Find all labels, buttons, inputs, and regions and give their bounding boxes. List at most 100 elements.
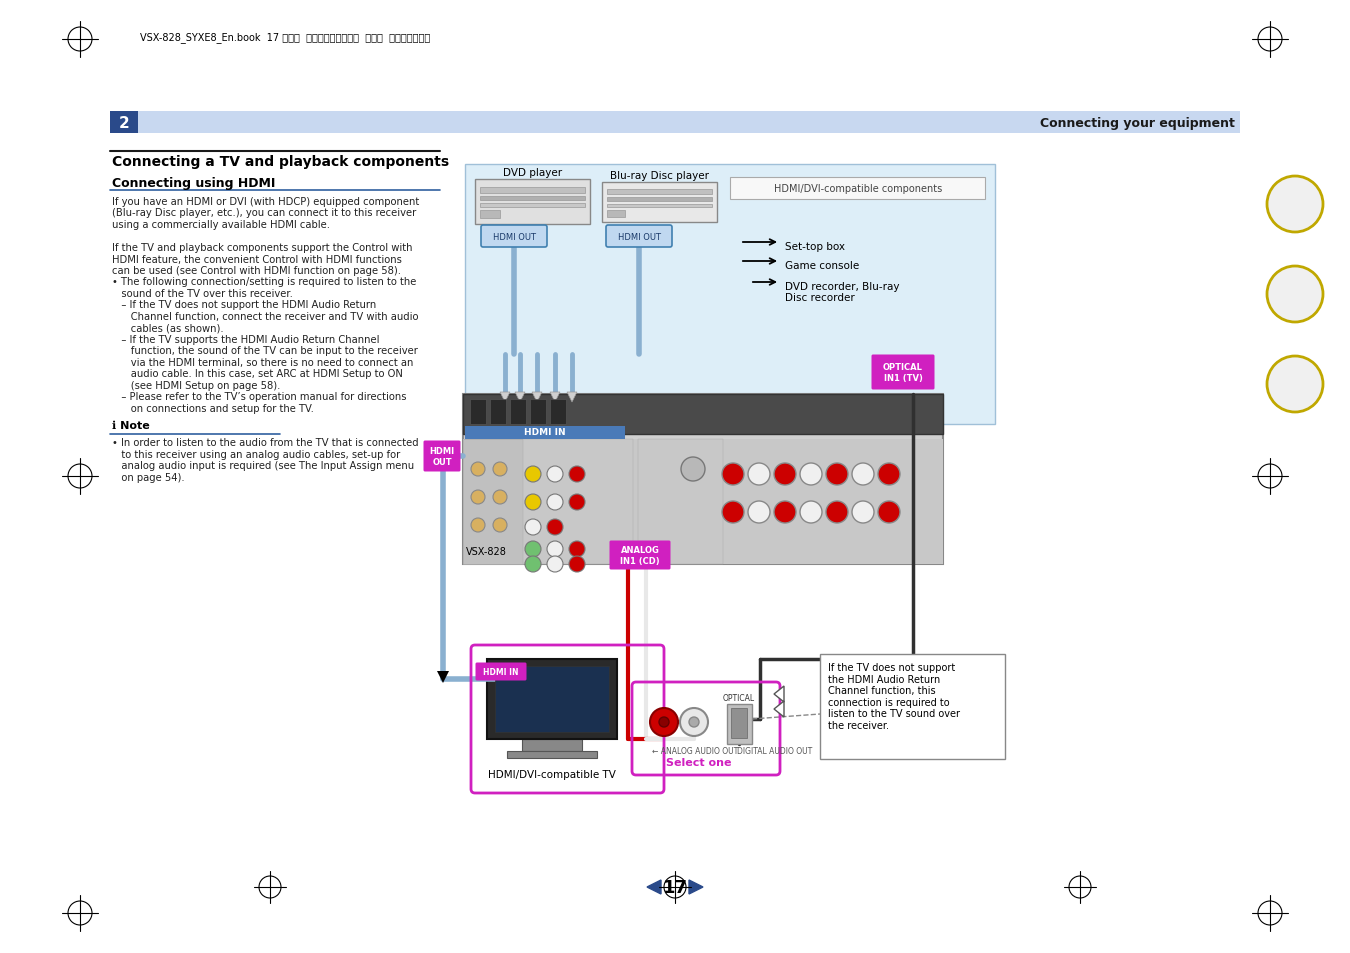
- Text: Connecting using HDMI: Connecting using HDMI: [112, 177, 275, 190]
- Text: sound of the TV over this receiver.: sound of the TV over this receiver.: [112, 289, 293, 298]
- Text: (see HDMI Setup on page 58).: (see HDMI Setup on page 58).: [112, 380, 281, 391]
- Circle shape: [801, 463, 822, 485]
- Polygon shape: [437, 671, 450, 683]
- Circle shape: [471, 518, 485, 533]
- Circle shape: [547, 467, 563, 482]
- Bar: [608, 190, 711, 194]
- Text: HDMI IN: HDMI IN: [483, 667, 518, 677]
- Polygon shape: [688, 880, 703, 894]
- Bar: [730, 708, 747, 739]
- Text: DVD player: DVD player: [504, 168, 562, 178]
- Text: – If the TV does not support the HDMI Audio Return: – If the TV does not support the HDMI Au…: [112, 300, 377, 310]
- Bar: [639, 439, 724, 564]
- Circle shape: [568, 541, 585, 558]
- Text: – Please refer to the TV’s operation manual for directions: – Please refer to the TV’s operation man…: [112, 392, 406, 402]
- Circle shape: [748, 463, 770, 485]
- Text: 2: 2: [119, 115, 130, 131]
- Polygon shape: [532, 393, 541, 402]
- Polygon shape: [774, 686, 784, 702]
- Circle shape: [722, 501, 744, 523]
- Text: – If the TV supports the HDMI Audio Return Channel: – If the TV supports the HDMI Audio Retu…: [112, 335, 379, 345]
- Text: HDMI feature, the convenient Control with HDMI functions: HDMI feature, the convenient Control wit…: [112, 254, 402, 264]
- Text: Set-top box: Set-top box: [784, 242, 845, 252]
- Bar: [602, 183, 717, 223]
- Circle shape: [852, 501, 873, 523]
- Text: cables (as shown).: cables (as shown).: [112, 323, 224, 334]
- Text: HDMI
OUT: HDMI OUT: [429, 447, 455, 466]
- Circle shape: [826, 463, 848, 485]
- Text: on page 54).: on page 54).: [112, 473, 185, 482]
- Circle shape: [493, 462, 508, 476]
- Text: • The following connection/setting is required to listen to the: • The following connection/setting is re…: [112, 277, 416, 287]
- Text: using a commercially available HDMI cable.: using a commercially available HDMI cabl…: [112, 220, 329, 230]
- Circle shape: [568, 495, 585, 511]
- Text: • In order to listen to the audio from the TV that is connected: • In order to listen to the audio from t…: [112, 438, 418, 448]
- Text: function, the sound of the TV can be input to the receiver: function, the sound of the TV can be inp…: [112, 346, 418, 356]
- Polygon shape: [774, 701, 784, 718]
- Polygon shape: [567, 393, 576, 402]
- Text: HDMI IN: HDMI IN: [524, 428, 566, 437]
- Circle shape: [471, 491, 485, 504]
- Text: Disc recorder: Disc recorder: [784, 293, 855, 303]
- Circle shape: [680, 708, 707, 737]
- Bar: [608, 205, 711, 208]
- Circle shape: [568, 467, 585, 482]
- Bar: [531, 399, 545, 424]
- Text: Channel function, connect the receiver and TV with audio: Channel function, connect the receiver a…: [112, 312, 418, 322]
- Bar: [463, 439, 522, 564]
- Circle shape: [878, 501, 900, 523]
- Text: Game console: Game console: [784, 261, 859, 271]
- Bar: [463, 395, 944, 564]
- Bar: [463, 439, 944, 564]
- Circle shape: [680, 457, 705, 481]
- Circle shape: [547, 495, 563, 511]
- Polygon shape: [549, 393, 560, 402]
- Text: VSX-828: VSX-828: [466, 546, 506, 557]
- Text: DVD recorder, Blu-ray: DVD recorder, Blu-ray: [784, 282, 899, 292]
- Bar: [464, 165, 995, 424]
- Text: (Blu-ray Disc player, etc.), you can connect it to this receiver: (Blu-ray Disc player, etc.), you can con…: [112, 209, 416, 218]
- Text: 17: 17: [663, 878, 687, 896]
- Polygon shape: [500, 393, 510, 402]
- Circle shape: [493, 491, 508, 504]
- Bar: [475, 180, 590, 225]
- Text: DIGITAL AUDIO OUT: DIGITAL AUDIO OUT: [737, 746, 813, 755]
- Bar: [481, 188, 585, 193]
- Circle shape: [826, 501, 848, 523]
- Bar: [549, 399, 566, 424]
- Text: If the TV and playback components support the Control with: If the TV and playback components suppor…: [112, 243, 413, 253]
- Bar: [463, 395, 944, 435]
- Circle shape: [688, 718, 699, 727]
- Polygon shape: [647, 880, 662, 894]
- Circle shape: [525, 495, 541, 511]
- Text: If you have an HDMI or DVI (with HDCP) equipped component: If you have an HDMI or DVI (with HDCP) e…: [112, 196, 420, 207]
- Bar: [481, 196, 585, 201]
- Text: ANALOG
IN1 (CD): ANALOG IN1 (CD): [620, 546, 660, 565]
- Bar: [481, 204, 585, 208]
- FancyBboxPatch shape: [609, 541, 671, 570]
- Circle shape: [659, 718, 670, 727]
- Circle shape: [493, 518, 508, 533]
- FancyBboxPatch shape: [872, 355, 934, 390]
- Circle shape: [1268, 177, 1323, 233]
- Circle shape: [774, 501, 796, 523]
- Circle shape: [525, 519, 541, 536]
- Text: can be used (see Control with HDMI function on page 58).: can be used (see Control with HDMI funct…: [112, 266, 401, 275]
- Bar: [508, 751, 597, 759]
- Text: on connections and setup for the TV.: on connections and setup for the TV.: [112, 403, 315, 414]
- Text: HDMI OUT: HDMI OUT: [617, 233, 660, 241]
- Bar: [522, 740, 582, 751]
- Bar: [490, 399, 506, 424]
- Circle shape: [801, 501, 822, 523]
- Circle shape: [722, 463, 744, 485]
- Bar: [464, 427, 625, 439]
- FancyBboxPatch shape: [481, 226, 547, 248]
- Text: HDMI/DVI-compatible TV: HDMI/DVI-compatible TV: [489, 769, 616, 780]
- Circle shape: [649, 708, 678, 737]
- Bar: [495, 666, 609, 732]
- Circle shape: [471, 462, 485, 476]
- FancyBboxPatch shape: [606, 226, 672, 248]
- Text: VSX-828_SYXE8_En.book  17 ページ  ２０１３年３月１日  金曜日  午前９時１６分: VSX-828_SYXE8_En.book 17 ページ ２０１３年３月１日 金…: [140, 32, 431, 43]
- Circle shape: [1268, 267, 1323, 323]
- Bar: [510, 399, 526, 424]
